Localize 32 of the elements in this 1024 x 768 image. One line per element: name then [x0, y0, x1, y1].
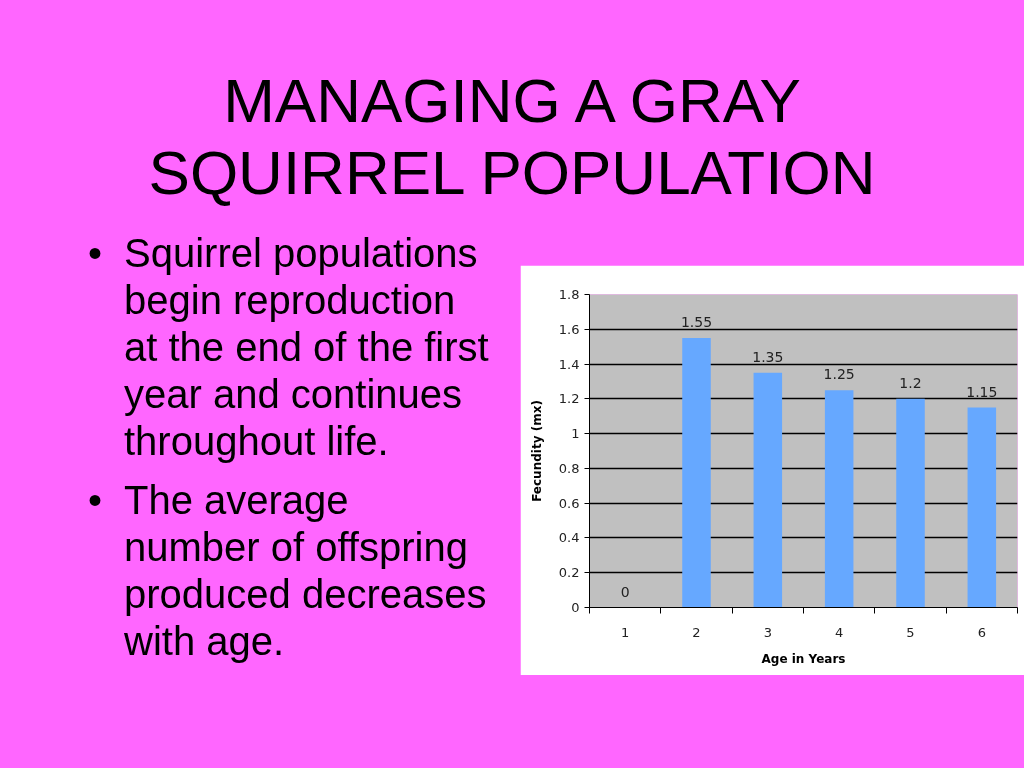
data-label: 1.15 — [966, 383, 998, 400]
data-label: 1.55 — [680, 313, 713, 330]
y-tick-label: 0.6 — [558, 495, 580, 511]
y-tick-label: 1.8 — [558, 287, 580, 302]
bar — [967, 407, 997, 608]
x-tick-label: 5 — [906, 624, 915, 640]
y-axis-title: Fecundity (mx) — [529, 400, 544, 502]
y-tick-label: 0 — [571, 600, 580, 615]
chart-title: MANAGING A GRAY SQUIRREL POPULATION — [147, 65, 877, 209]
y-tick-label: 1 — [571, 426, 580, 442]
y-tick-label: 0.2 — [558, 565, 580, 581]
y-tick-label: 1.4 — [558, 356, 580, 372]
bar — [824, 390, 854, 608]
data-label: 1.35 — [752, 348, 784, 365]
x-tick-label: 2 — [692, 624, 701, 640]
text: • The average number of offspring produced decreases with age. — [88, 477, 488, 665]
y-tick-label: 1.6 — [558, 321, 580, 337]
x-tick-label: 4 — [835, 624, 844, 640]
data-label: 0 — [620, 583, 630, 600]
y-tick-label: 1.2 — [558, 391, 580, 407]
data-label: 1.2 — [899, 374, 922, 391]
text: • Squirrel populations begin reproduction at the end of the first year and continues throughout life. — [88, 230, 490, 465]
x-axis-title: Age in Years — [761, 651, 846, 666]
y-tick-label: 0.8 — [558, 460, 580, 476]
y-tick-label: 0.4 — [558, 530, 580, 546]
x-tick-label: 3 — [763, 624, 772, 640]
bar — [896, 398, 925, 608]
x-tick-label: 6 — [977, 624, 986, 640]
data-label: 1.25 — [823, 366, 855, 383]
x-tick-label: 1 — [621, 624, 630, 640]
bar — [682, 337, 711, 608]
bar — [753, 372, 783, 608]
